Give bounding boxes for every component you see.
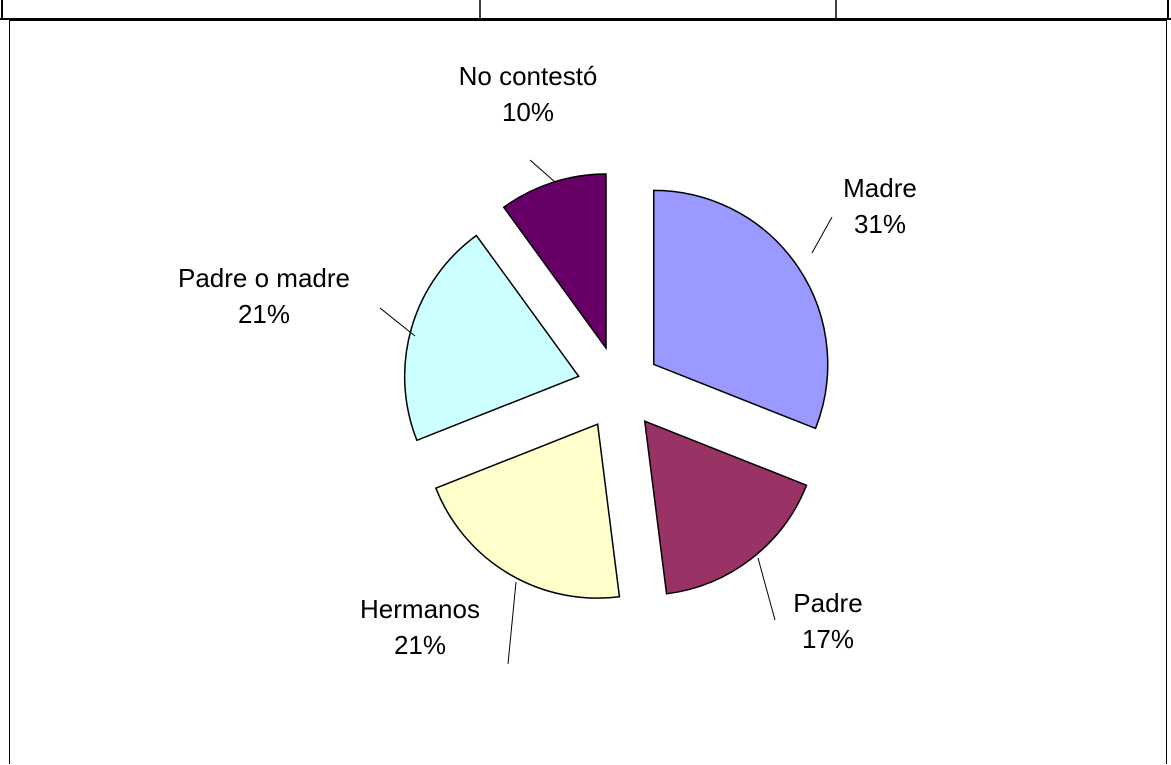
pie-slice-madre <box>652 189 829 430</box>
slice-percent-madre: 31% <box>854 209 906 239</box>
slice-percent-hermanos: 21% <box>394 630 446 660</box>
leader-line-madre <box>811 216 833 254</box>
pie-chart: Madre 31% Padre 17% Hermanos 21% Padre o madre… <box>178 61 917 665</box>
slice-percent-no-contesto: 10% <box>502 97 554 127</box>
slices-layer <box>403 173 829 599</box>
leader-lines-layer <box>379 159 833 665</box>
slice-label-madre: Madre <box>843 173 917 203</box>
leader-line-hermanos <box>507 581 517 665</box>
pie-slice-no-contesto <box>502 173 607 351</box>
slice-label-hermanos: Hermanos <box>360 594 480 624</box>
table-top-border <box>0 0 1171 20</box>
leader-line-padre <box>757 557 776 621</box>
pie-slice-hermanos <box>434 423 621 599</box>
slice-percent-padre: 17% <box>802 624 854 654</box>
pie-slice-padre <box>643 420 808 595</box>
slice-label-padre-o-madre: Padre o madre <box>178 263 350 293</box>
chart-frame: Madre 31% Padre 17% Hermanos 21% Padre o madre… <box>9 20 1167 764</box>
slice-percent-padre-o-madre: 21% <box>238 299 290 329</box>
slice-label-padre: Padre <box>793 588 862 618</box>
slice-label-no-contesto: No contestó <box>459 61 598 91</box>
labels-layer: Madre 31% Padre 17% Hermanos 21% Padre o madre… <box>178 61 917 660</box>
pie-slice-padre-o-madre <box>403 234 580 442</box>
leader-line-no-contesto <box>529 159 556 183</box>
leader-line-padre-o-madre <box>379 307 416 337</box>
